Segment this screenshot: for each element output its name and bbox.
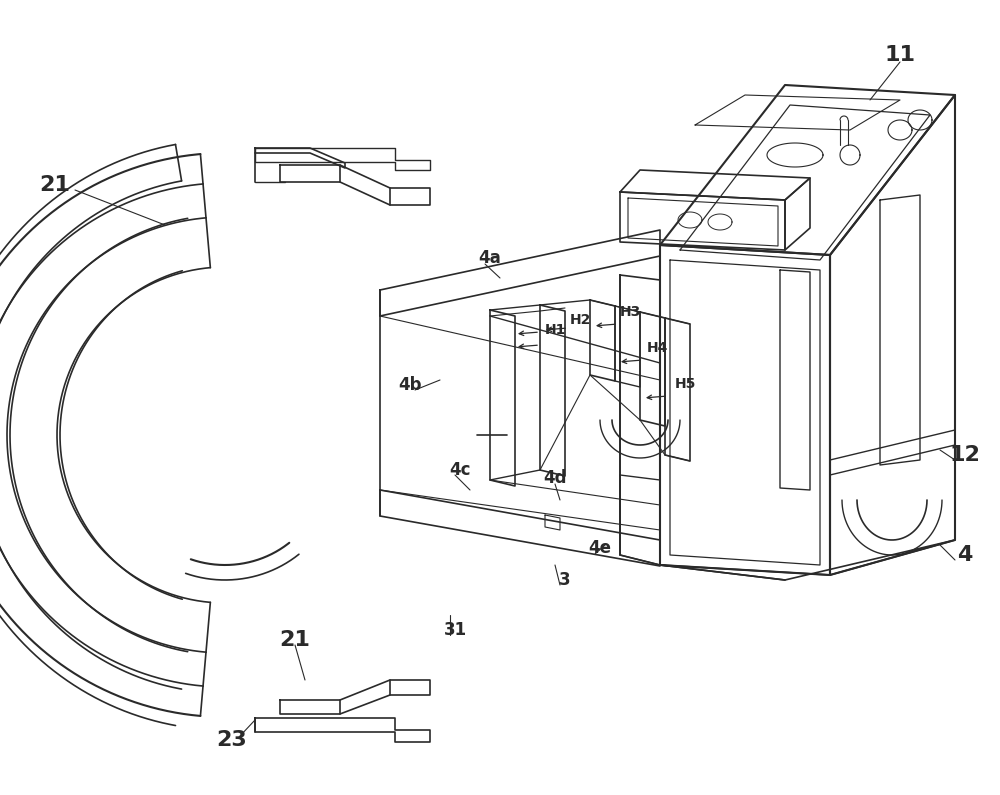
Text: 4e: 4e <box>588 539 612 557</box>
Text: H2: H2 <box>569 313 591 327</box>
Text: 3: 3 <box>559 571 571 589</box>
Text: H4: H4 <box>646 341 668 355</box>
Text: 4: 4 <box>957 545 973 565</box>
Text: 12: 12 <box>950 445 980 465</box>
Text: 11: 11 <box>885 45 916 65</box>
Text: 31: 31 <box>443 621 467 639</box>
Text: 4d: 4d <box>543 469 567 487</box>
Text: 4a: 4a <box>479 249 501 267</box>
Text: H1: H1 <box>544 323 566 337</box>
Text: H5: H5 <box>674 377 696 391</box>
Text: 4b: 4b <box>398 376 422 394</box>
Text: 23: 23 <box>217 730 247 750</box>
Text: H3: H3 <box>619 305 641 319</box>
Text: 21: 21 <box>280 630 310 650</box>
Text: 4c: 4c <box>449 461 471 479</box>
Text: 21: 21 <box>40 175 70 195</box>
